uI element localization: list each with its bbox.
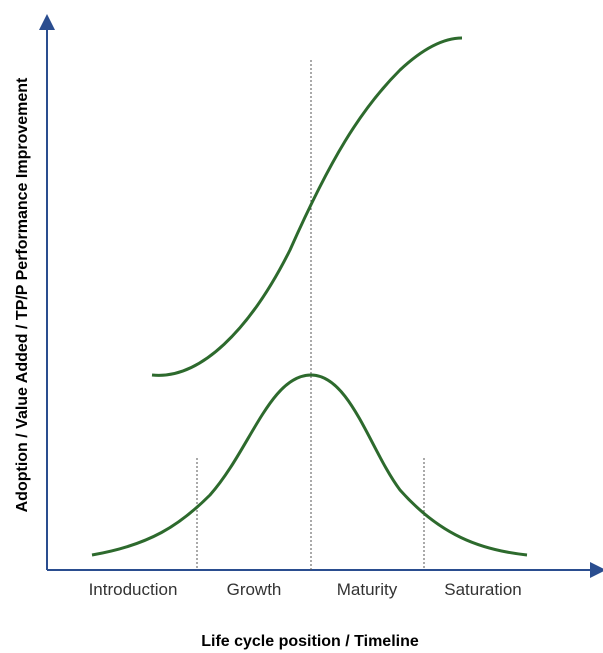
phase-label: Introduction [89,580,178,599]
phase-label: Saturation [444,580,522,599]
bell-curve [91,373,528,557]
s-curve [151,36,463,377]
y-axis-title: Adoption / Value Added / TP/P Performanc… [14,77,31,512]
x-axis-title: Life cycle position / Timeline [201,633,419,650]
phase-label: Growth [227,580,282,599]
phase-label: Maturity [337,580,398,599]
